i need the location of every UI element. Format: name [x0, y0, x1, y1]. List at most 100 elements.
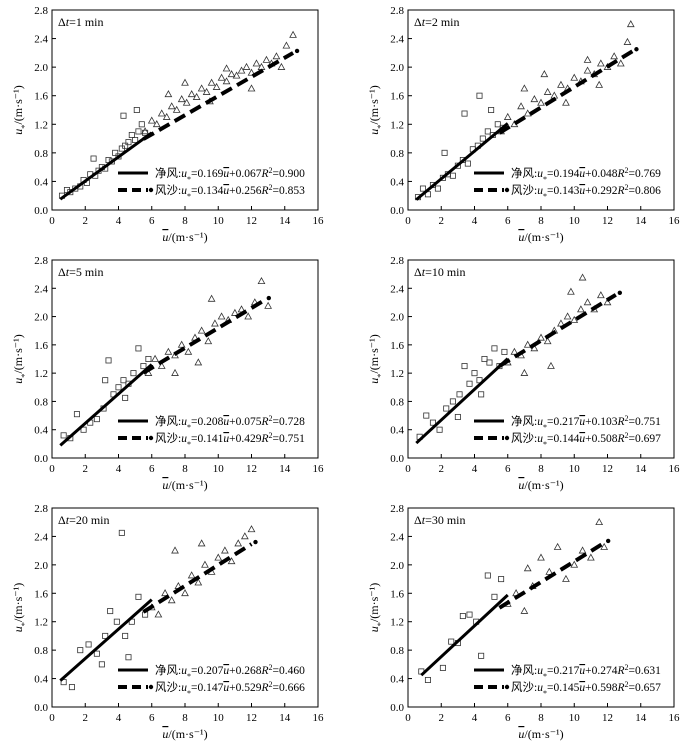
legend-entry: 净风:u*=0.194u+0.048R2=0.769 [511, 166, 661, 184]
panel-label: Δt=20 min [58, 513, 110, 527]
fit-line-blown-sand [142, 51, 295, 141]
y-tick-label: 1.6 [34, 91, 48, 103]
data-point-triangle [222, 77, 231, 85]
y-tick-label: 1.2 [34, 368, 48, 380]
y-axis-label: u*/(m·s⁻¹) [367, 334, 385, 383]
data-point-triangle [147, 116, 156, 124]
data-point-triangle [247, 525, 256, 533]
fit-line-end-dot [266, 295, 271, 301]
data-point-square [112, 149, 119, 156]
data-point-square [481, 355, 488, 362]
data-point-triangle [583, 55, 592, 63]
chart-panel-5: 0 2 4 6 8 10 12 14 16 0.0 0.4 0.8 1.2 1.6 2.0 2.4 2.8 u/(… [11, 503, 324, 741]
data-point-square [138, 121, 145, 128]
y-tick-label: 0.4 [34, 176, 48, 188]
data-point-square [498, 576, 505, 583]
data-point-square [135, 345, 142, 352]
x-tick-label: 14 [635, 712, 647, 724]
legend-swatch-dot [148, 684, 154, 690]
data-point-square [132, 136, 139, 143]
data-point-square [484, 572, 491, 579]
data-point-square [135, 593, 142, 600]
data-point-square [128, 131, 135, 138]
x-tick-label: 14 [635, 463, 647, 475]
data-point-triangle [187, 90, 196, 98]
data-point-triangle [184, 347, 193, 355]
x-tick-label: 8 [182, 215, 188, 227]
y-tick-label: 0.0 [390, 205, 404, 217]
x-tick-label: 12 [246, 215, 257, 227]
data-point-triangle [151, 354, 159, 362]
legend: 净风:u*=0.217u+0.103R2=0.751风沙:u*=0.144u+0… [474, 414, 661, 449]
data-point-square [73, 411, 80, 418]
data-point-square [478, 652, 485, 659]
data-point-triangle [244, 312, 253, 320]
x-tick-label: 6 [505, 712, 511, 724]
x-axis-label: u/(m·s⁻¹) [518, 727, 563, 741]
data-point-triangle [227, 70, 236, 78]
x-tick-label: 2 [439, 215, 445, 227]
legend-entry: 净风:u*=0.217u+0.274R2=0.631 [511, 663, 661, 681]
y-tick-label: 1.2 [390, 119, 404, 131]
x-tick-label: 0 [49, 712, 55, 724]
data-point-square [133, 107, 140, 114]
y-tick-label: 2.8 [390, 5, 404, 17]
data-point-square [448, 638, 455, 645]
legend: 净风:u*=0.217u+0.274R2=0.631风沙:u*=0.145u+0… [474, 663, 661, 698]
x-tick-label: 2 [439, 463, 445, 475]
fit-line-blown-sand [142, 298, 266, 375]
data-point-triangle [520, 368, 529, 376]
y-tick-label: 1.2 [390, 368, 404, 380]
y-tick-label: 0.8 [390, 396, 404, 408]
y-tick-label: 0.4 [390, 425, 404, 437]
data-point-square [419, 185, 426, 192]
legend-swatch-dot [148, 187, 154, 193]
data-point-triangle [177, 95, 186, 103]
data-point-triangle [152, 120, 161, 128]
data-point-triangle [240, 532, 249, 540]
legend-entry: 风沙:u*=0.145u+0.598R2=0.657 [511, 680, 661, 698]
x-tick-label: 12 [246, 712, 257, 724]
data-point-square [478, 391, 485, 398]
x-tick-label: 4 [116, 463, 122, 475]
data-point-triangle [172, 105, 181, 113]
data-point-triangle [217, 312, 226, 320]
data-point-triangle [221, 546, 229, 554]
y-tick-label: 2.8 [34, 503, 48, 515]
chart-panel-4: 0 2 4 6 8 10 12 14 16 0.0 0.4 0.8 1.2 1.6 2.0 2.4 2.8 u/(… [367, 255, 680, 492]
data-point-triangle [586, 553, 595, 561]
fit-line-end-dot [294, 48, 300, 54]
fit-line-blown-sand [498, 293, 617, 368]
y-tick-label: 2.4 [390, 531, 404, 543]
data-point-triangle [201, 560, 209, 568]
y-tick-label: 2.8 [34, 255, 48, 267]
data-point-square [429, 419, 436, 426]
data-point-triangle [161, 589, 169, 597]
data-point-triangle [570, 315, 579, 323]
data-point-triangle [277, 62, 286, 70]
y-tick-label: 0.8 [390, 148, 404, 160]
legend: 净风:u*=0.207u+0.268R2=0.460风沙:u*=0.147u+0… [118, 663, 305, 698]
data-point-triangle [289, 30, 297, 38]
data-point-triangle [596, 291, 605, 299]
data-point-square [488, 107, 495, 114]
fit-line-end-dot [605, 538, 611, 544]
x-axis-label: u/(m·s⁻¹) [162, 478, 207, 492]
fit-line-blown-sand [498, 541, 606, 610]
data-point-triangle [227, 557, 236, 565]
data-point-triangle [517, 102, 525, 110]
fit-line-blown-sand [142, 542, 253, 614]
data-point-square [102, 377, 109, 384]
data-point-square [60, 432, 67, 439]
data-point-triangle [197, 326, 206, 334]
y-axis-label: u*/(m·s⁻¹) [11, 334, 29, 383]
fit-line-clean-wind [420, 593, 509, 677]
data-point-triangle [583, 298, 592, 306]
data-point-triangle [540, 70, 549, 78]
x-axis-label: u/(m·s⁻¹) [518, 478, 563, 492]
chart-panel-6: 0 2 4 6 8 10 12 14 16 0.0 0.4 0.8 1.2 1.6 2.0 2.4 2.8 u/(… [367, 503, 680, 741]
data-point-triangle [214, 553, 223, 561]
x-tick-label: 2 [83, 712, 89, 724]
data-point-triangle [222, 64, 231, 72]
x-tick-label: 16 [669, 215, 681, 227]
